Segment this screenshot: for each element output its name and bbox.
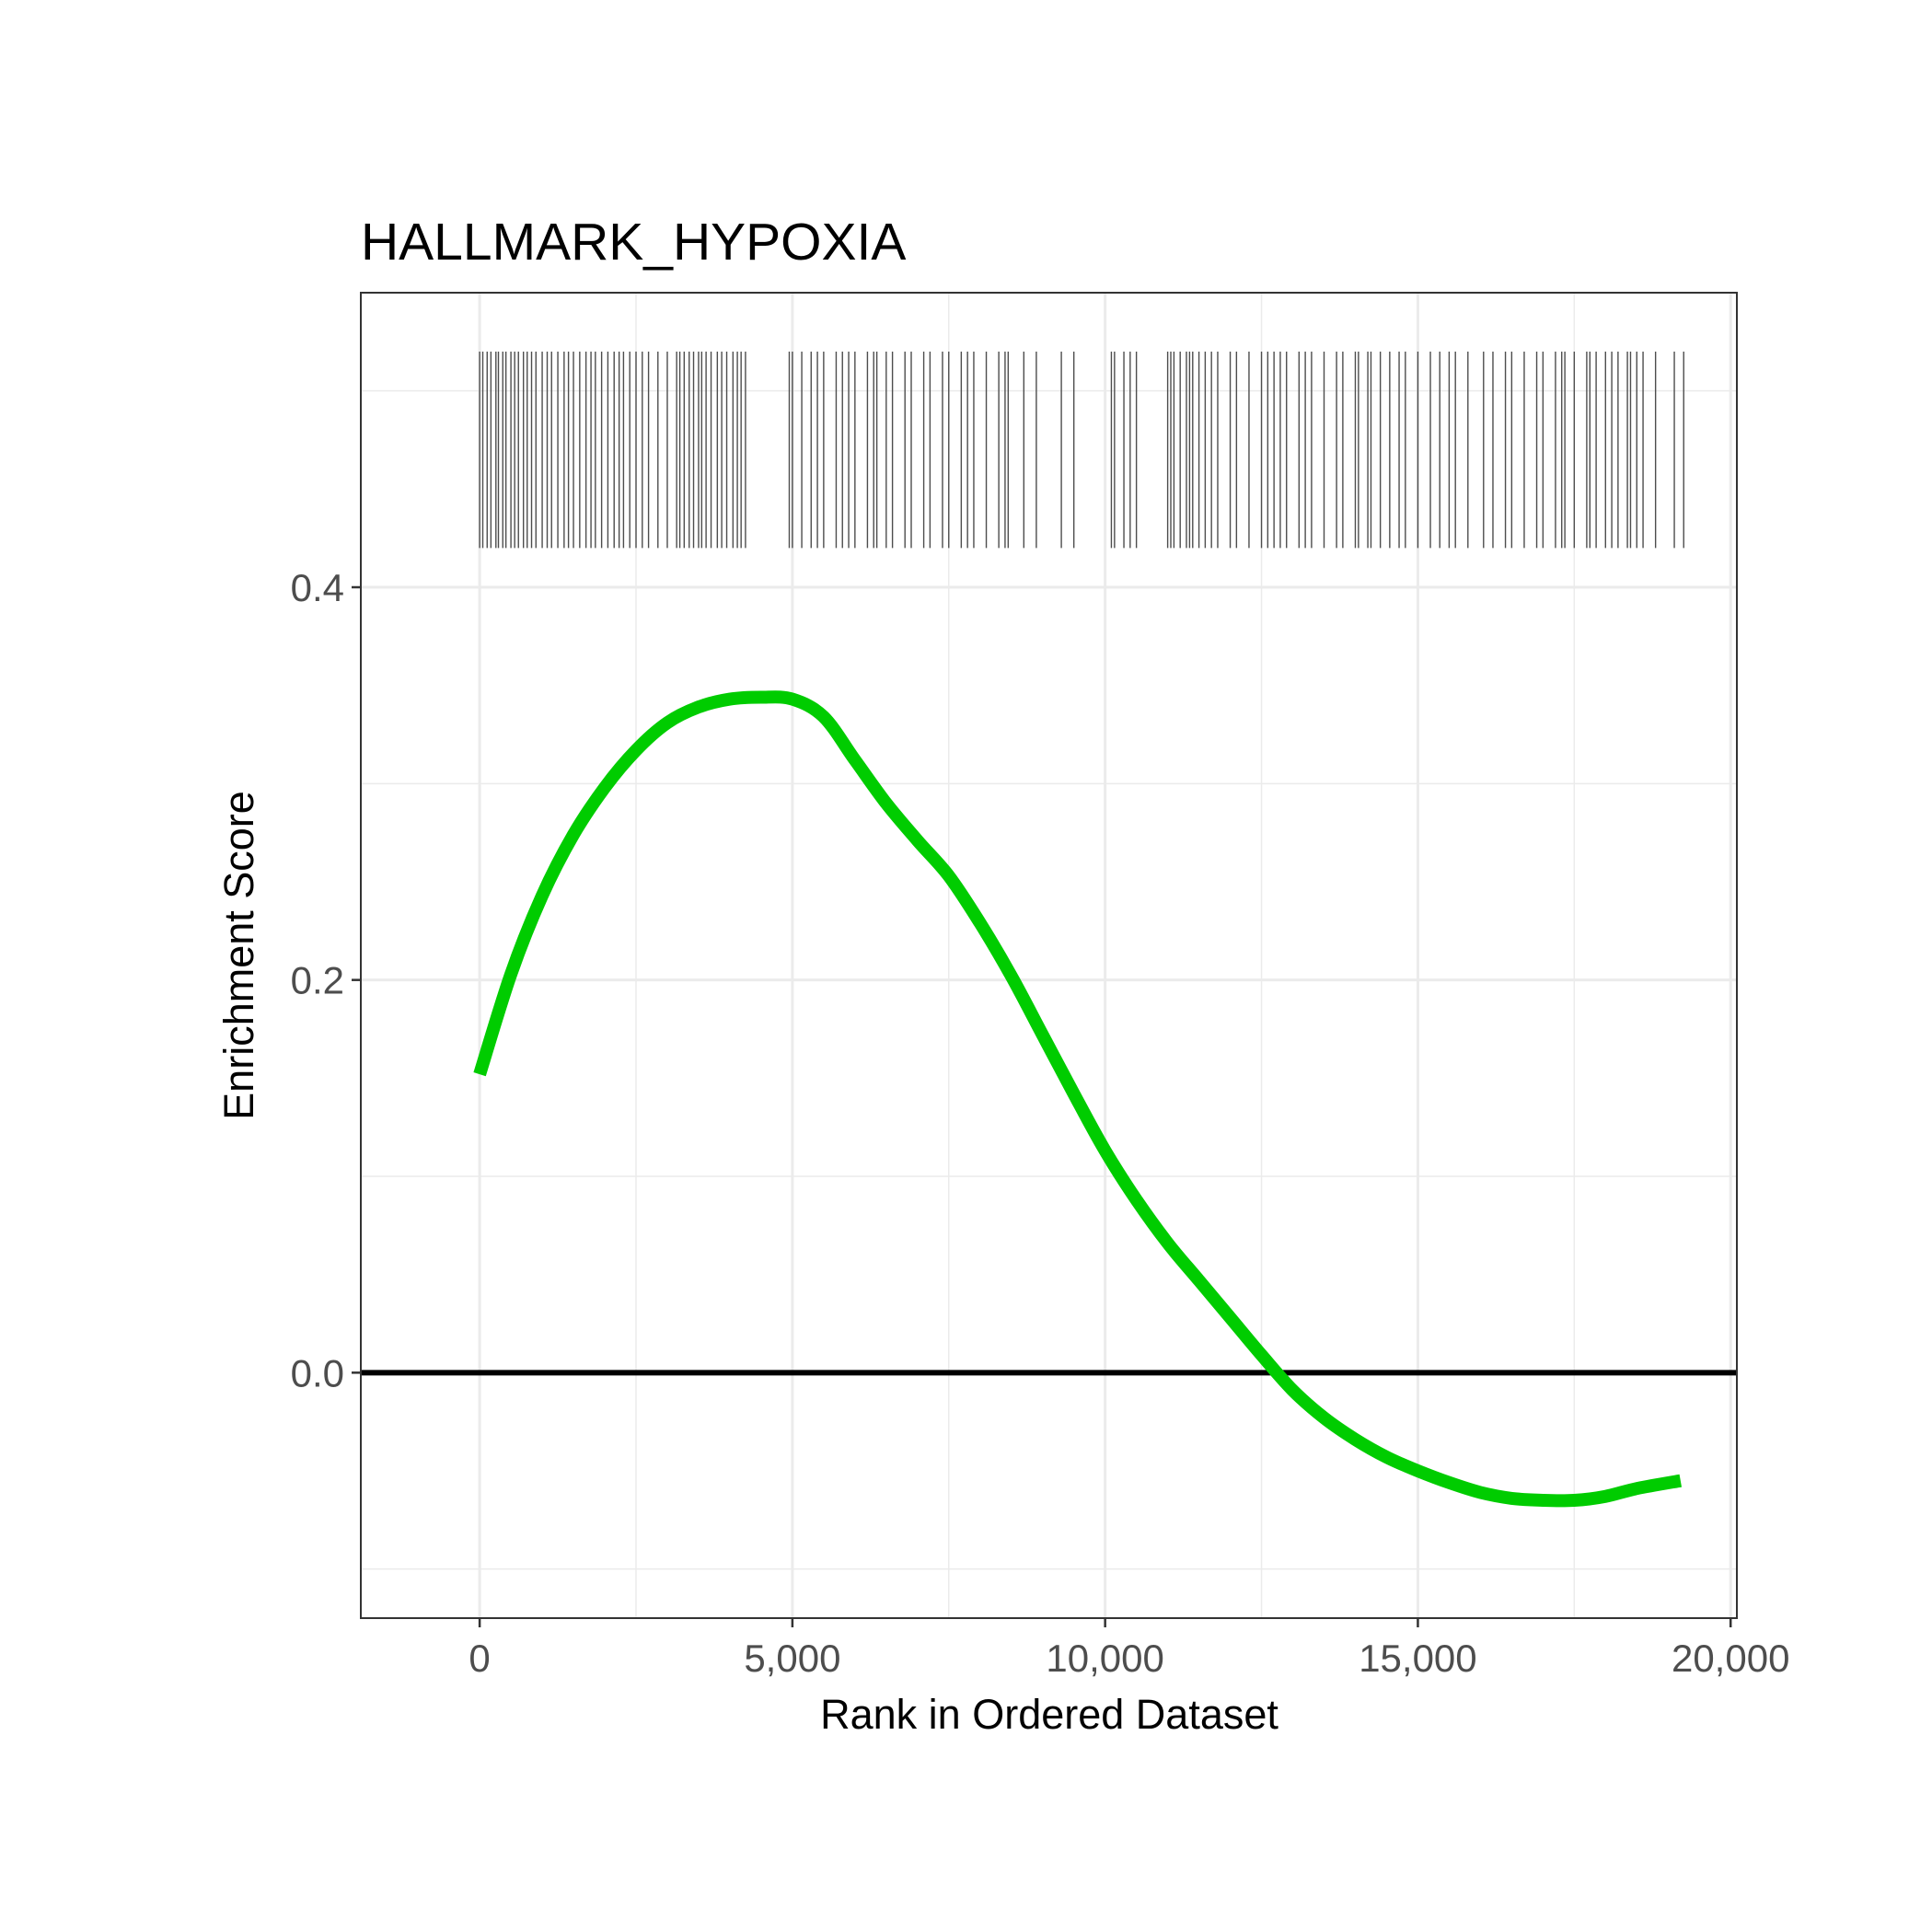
y-tick-label: 0.0 <box>291 1351 344 1394</box>
plot-title: HALLMARK_HYPOXIA <box>361 213 906 272</box>
y-tick-label: 0.2 <box>291 959 344 1002</box>
y-tick-label: 0.4 <box>291 566 344 609</box>
x-tick-label: 5,000 <box>744 1637 840 1680</box>
x-tick-label: 10,000 <box>1046 1637 1163 1680</box>
gene-hit-rug <box>479 352 1684 549</box>
x-tick-label: 20,000 <box>1672 1637 1789 1680</box>
y-axis: 0.0 0.2 0.4 <box>291 566 361 1394</box>
enrichment-curve <box>473 690 1683 1508</box>
panel-border <box>360 292 1738 1619</box>
x-tick-label: 15,000 <box>1359 1637 1476 1680</box>
y-axis-title: Enrichment Score <box>215 791 262 1120</box>
x-axis: 0 5,000 10,000 15,000 20,000 <box>469 1618 1789 1680</box>
enrichment-score-line <box>473 690 1683 1508</box>
x-tick-label: 0 <box>469 1637 490 1680</box>
x-axis-title: Rank in Ordered Dataset <box>820 1691 1278 1738</box>
